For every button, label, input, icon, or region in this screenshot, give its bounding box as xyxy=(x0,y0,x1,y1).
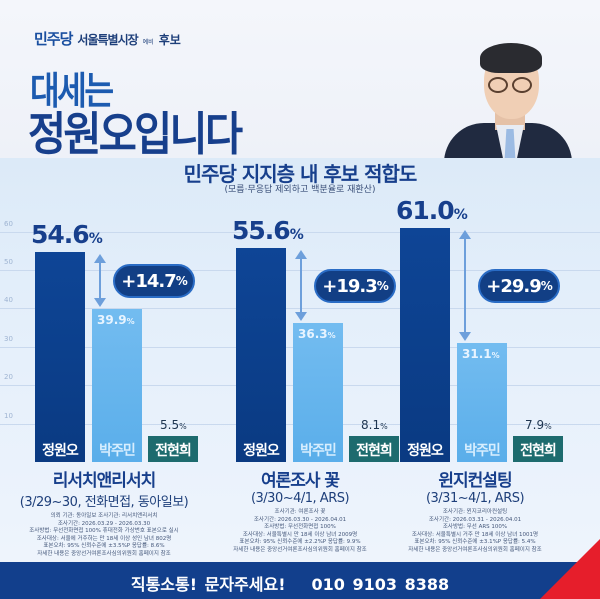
candidate-name: 정원오 xyxy=(243,443,280,459)
candidate-name: 전현희 xyxy=(520,443,557,459)
poll-source: 여론조사 꽃 (3/30~4/1, ARS) 조사기관: 여론조사 꽃 조사기간: 2… xyxy=(200,466,400,555)
photo-glasses-left xyxy=(488,77,508,93)
value-label-park: 31.1% xyxy=(462,347,500,361)
poll-name: 리서치앤리서치 xyxy=(52,471,156,491)
value-label-jeon: 8.1% xyxy=(361,418,388,432)
photo-hair xyxy=(480,43,542,73)
party-name: 민주당 xyxy=(34,30,73,48)
poll-source: 리서치앤리서치 (3/29~30, 전화면접, 동아일보) 의뢰 기관: 동아일보 … xyxy=(4,466,204,559)
poll-fineprint: 조사기관: 윈지코리아컨설팅 조사기간: 2026.03.31 - 2026.04… xyxy=(375,509,575,555)
chart-title: 민주당 지지층 내 후보 적합도 xyxy=(183,162,418,186)
gap-badge: +19.3% xyxy=(314,269,396,303)
y-tick-label: 20 xyxy=(4,373,13,381)
candidate-photo xyxy=(440,25,600,158)
poll-fineprint: 의뢰 기관: 동아일보 조사기관: 리서치앤리서치 조사기간: 2026.03.2… xyxy=(4,513,204,559)
bar-jeon: 전현희 xyxy=(349,436,399,462)
fineprint-line: 조사대상: 서울특별시 만 18세 이상 남녀 2009명 xyxy=(242,531,358,538)
poll-name: 여론조사 꽃 xyxy=(260,471,340,491)
fineprint-line: 조사대상: 서울특별시 거주 만 18세 이상 남녀 1001명 xyxy=(411,531,539,538)
fineprint-line: 조사방법: 무선 ARS 100% xyxy=(442,524,508,531)
value-label-jeong: 61.0% xyxy=(396,196,468,225)
poll-detail: (3/30~4/1, ARS) xyxy=(250,491,350,506)
gap-badge: +29.9% xyxy=(478,269,560,303)
candidate-name: 전현희 xyxy=(356,443,393,459)
party-label: 민주당 서울특별시장 예비 후보 xyxy=(34,28,181,49)
value-label-jeong: 55.6% xyxy=(232,216,304,245)
fineprint-line: 조사방법: 무선전화면접 100% 휴대전화 가상번호 표본으로 실시 xyxy=(29,528,179,535)
headline-line1: 대세는 xyxy=(30,69,114,113)
footer-cta: 직통소통! 문자주세요! xyxy=(130,575,286,594)
bar-jeon: 전현희 xyxy=(148,436,198,462)
y-tick-label: 10 xyxy=(4,412,13,420)
fineprint-line: 표본오차: 95% 신뢰수준에 ±3.1%P 응답률: 5.4% xyxy=(414,539,536,546)
gap-arrow xyxy=(94,254,106,307)
candidate-name: 박주민 xyxy=(300,443,337,459)
fineprint-line: 조사기간: 2026.03.30 - 2026.04.01 xyxy=(253,516,347,523)
headline-line2: 정원오입니다 xyxy=(28,107,243,161)
candidate-name: 전현희 xyxy=(155,443,192,459)
candidate-name: 정원오 xyxy=(407,443,444,459)
fineprint-line: 표본오차: 95% 신뢰수준에 ±2.2%P 응답률: 9.9% xyxy=(239,539,361,546)
bar-park: 박주민 xyxy=(92,309,142,462)
bar-park: 박주민 xyxy=(457,343,507,462)
bar-jeong: 정원오 xyxy=(400,228,450,462)
hero-section: 민주당 서울특별시장 예비 후보 대세는 정원오입니다 xyxy=(0,0,600,161)
gap-arrow xyxy=(295,250,307,321)
fineprint-line: 자세한 내용은 중앙선거여론조사심의위원회 홈페이지 참조 xyxy=(37,550,171,557)
fineprint-line: 조사기간: 2026.03.31 - 2026.04.01 xyxy=(428,516,522,523)
poll-detail: (3/31~4/1, ARS) xyxy=(425,491,525,506)
footer-banner: 직통소통! 문자주세요! 010 9103 8388 xyxy=(0,562,600,599)
y-tick-label: 30 xyxy=(4,335,13,343)
candidate-name: 정원오 xyxy=(42,443,79,459)
fineprint-line: 의뢰 기관: 동아일보 조사기관: 리서치앤리서치 xyxy=(50,513,158,519)
fineprint-line: 조사기관: 윈지코리아컨설팅 xyxy=(442,509,508,515)
poll-source: 윈지컨설팅 (3/31~4/1, ARS) 조사기관: 윈지코리아컨설팅 조사기간: … xyxy=(375,466,575,555)
value-label-jeon: 7.9% xyxy=(525,418,552,432)
fineprint-line: 조사기간: 2026.03.29 - 2026.03.30 xyxy=(57,520,151,527)
poll-name: 윈지컨설팅 xyxy=(438,471,512,491)
y-tick-label: 50 xyxy=(4,258,13,266)
office-small: 예비 xyxy=(142,39,154,46)
fineprint-line: 조사방법: 무선전화면접 100% xyxy=(264,524,336,531)
poll-detail: (3/29~30, 전화면접, 동아일보) xyxy=(19,495,189,510)
value-label-jeong: 54.6% xyxy=(31,220,103,249)
fineprint-line: 조사기관: 여론조사 꽃 xyxy=(274,509,326,515)
footer-text: 직통소통! 문자주세요! 010 9103 8388 xyxy=(0,571,580,595)
bar-jeong: 정원오 xyxy=(35,252,85,462)
chart-subtitle: (모름·무응답 제외하고 백분율로 재환산) xyxy=(224,185,376,195)
candidate-name: 박주민 xyxy=(99,443,136,459)
office-name: 서울특별시장 xyxy=(77,33,138,47)
fineprint-line: 표본오차: 95% 신뢰수준에 ±3.5%P 응답률: 8.6% xyxy=(43,543,165,550)
y-tick-label: 40 xyxy=(4,296,13,304)
value-label-park: 36.3% xyxy=(298,327,336,341)
gap-arrow xyxy=(459,230,471,341)
poll-fineprint: 조사기관: 여론조사 꽃 조사기간: 2026.03.30 - 2026.04.0… xyxy=(200,509,400,555)
candidate-name: 박주민 xyxy=(464,443,501,459)
value-label-park: 39.9% xyxy=(97,313,135,327)
gridline xyxy=(0,232,600,233)
bar-jeong: 정원오 xyxy=(236,248,286,462)
bar-park: 박주민 xyxy=(293,323,343,462)
gap-badge: +14.7% xyxy=(113,264,195,298)
photo-tie xyxy=(504,129,516,158)
footer-phone[interactable]: 010 9103 8388 xyxy=(311,575,450,594)
fineprint-line: 조사대상: 서울에 거주하는 만 18세 이상 성인 남녀 802명 xyxy=(36,535,172,542)
photo-glasses-right xyxy=(512,77,532,93)
bar-jeon: 전현희 xyxy=(513,436,563,462)
value-label-jeon: 5.5% xyxy=(160,418,187,432)
y-tick-label: 60 xyxy=(4,220,13,228)
fineprint-line: 자세한 내용은 중앙선거여론조사심의위원회 홈페이지 참조 xyxy=(233,546,367,553)
fineprint-line: 자세한 내용은 중앙선거여론조사심의위원회 홈페이지 참조 xyxy=(408,546,542,553)
candidate-label: 후보 xyxy=(158,33,181,47)
